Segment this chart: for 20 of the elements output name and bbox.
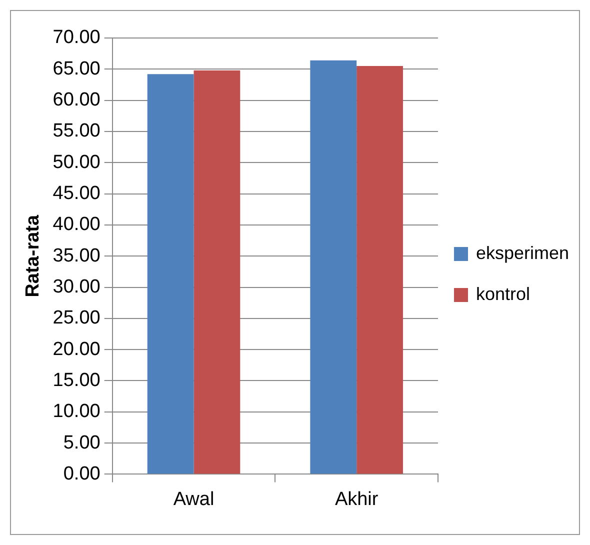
- x-tick-label: Akhir: [334, 488, 379, 510]
- y-tick-label: 5.00: [63, 432, 100, 454]
- y-tick-label: 15.00: [52, 370, 100, 391]
- y-tick-label: 60.00: [52, 90, 100, 111]
- x-tick-label: Awal: [173, 488, 214, 510]
- y-tick-label: 25.00: [52, 308, 100, 329]
- y-axis-title: Rata-rata: [22, 214, 44, 298]
- y-tick-label: 40.00: [52, 214, 100, 236]
- y-tick-label: 55.00: [52, 120, 100, 142]
- y-tick-label: 35.00: [52, 245, 100, 266]
- y-tick-label: 70.00: [52, 27, 100, 48]
- legend-label: eksperimen: [476, 243, 570, 264]
- y-tick-label: 10.00: [52, 401, 100, 422]
- y-tick-label: 20.00: [52, 338, 100, 360]
- legend-label: kontrol: [476, 284, 530, 305]
- y-tick-label: 45.00: [52, 183, 100, 204]
- y-tick-label: 0.00: [63, 463, 100, 484]
- y-tick-label: 30.00: [52, 276, 100, 298]
- y-tick-label: 50.00: [52, 152, 100, 173]
- y-tick-label: 65.00: [52, 58, 100, 80]
